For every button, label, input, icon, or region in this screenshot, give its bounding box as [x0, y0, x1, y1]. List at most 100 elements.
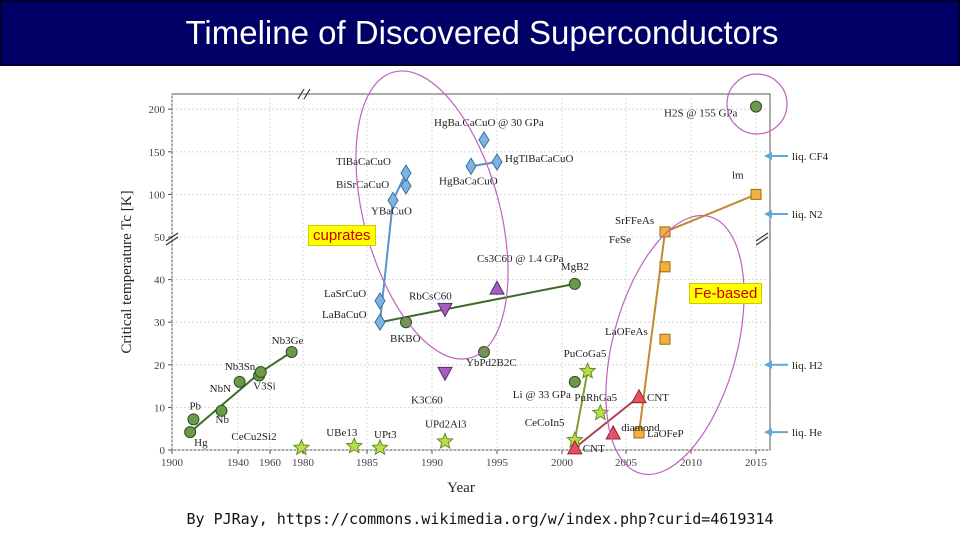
reference-arrowhead	[764, 428, 772, 437]
point-label: TlBaCaCuO	[336, 156, 391, 168]
reference-lines: liq. CF4 liq. N2 liq. H2 liq. He	[764, 151, 829, 439]
carbon-marker	[631, 388, 647, 404]
point-label: UPt3	[374, 429, 397, 441]
point-label: LaBaCuO	[322, 309, 367, 321]
trend-line	[260, 351, 293, 373]
point-label: Nb	[216, 414, 230, 426]
point-label: LaSrCuO	[324, 288, 366, 300]
point-label: BKBO	[390, 333, 421, 345]
slide-title: Timeline of Discovered Superconductors	[185, 14, 779, 51]
y-tick-label: 10	[154, 402, 166, 414]
point-label: Cs3C60 @ 1.4 GPa	[477, 253, 564, 265]
cuprate-marker	[400, 164, 412, 183]
y-tick-label: 20	[154, 360, 166, 372]
point-label: HgBaCaCuO	[439, 175, 498, 187]
conventional-marker	[568, 277, 581, 290]
conventional-marker	[215, 404, 228, 417]
heavy_fermion-marker	[345, 436, 364, 454]
conventional-marker	[478, 346, 490, 359]
y-axis-title: Critical temperature Tc [K]	[119, 190, 135, 353]
h2s-highlight-ellipse	[726, 73, 788, 135]
point-label: CeCu2Si2	[231, 431, 276, 443]
reference-label: liq. N2	[792, 209, 823, 221]
x-tick-label: 1900	[161, 457, 184, 469]
trend-line	[573, 371, 589, 441]
heavy_fermion-marker	[578, 361, 597, 379]
x-tick-label: 1940	[227, 457, 250, 469]
point-label: CNT	[647, 392, 669, 404]
image-credit: By PJRay, https://commons.wikimedia.org/…	[186, 510, 774, 528]
x-tick-label: 2000	[551, 457, 574, 469]
point-label: PuRhGa5	[574, 392, 617, 404]
point-labels: Hg Pb Nb NbN V3Si Nb3Sn Nb3Ge BKBO YbPd2B2C MgB2 L…	[189, 108, 744, 455]
y-tick-label: 0	[160, 445, 166, 457]
reference-arrowhead	[764, 360, 772, 369]
conventional-marker	[750, 100, 762, 113]
point-label: FeSe	[609, 234, 631, 246]
x-tick-label: 2010	[680, 457, 703, 469]
reference-label: liq. CF4	[792, 151, 829, 163]
reference-label: liq. He	[792, 427, 822, 439]
conventional-marker	[568, 375, 581, 388]
reference-arrowhead	[764, 152, 772, 161]
trend-line	[189, 371, 262, 433]
axes: 0 10 20 30 40 50 100 150 200 1900 1940 1960 1980 1985…	[119, 88, 769, 496]
point-label: BiSrCaCuO	[336, 179, 389, 191]
point-label: H2S @ 155 GPa	[664, 108, 738, 120]
point-label: Hg	[194, 437, 208, 449]
axis-break-mark	[297, 88, 305, 100]
carbon-marker	[566, 439, 583, 455]
iron-marker	[659, 333, 671, 345]
reference-arrowhead	[764, 209, 772, 218]
axis-break-mark	[165, 232, 179, 242]
point-label: Pb	[189, 400, 201, 412]
point-label: SrFFeAs	[615, 215, 654, 227]
axis-break-mark	[303, 88, 311, 100]
axis-break-mark	[755, 236, 769, 246]
data-markers	[184, 100, 762, 456]
point-label: UPd2Al3	[425, 418, 467, 430]
trend-line	[574, 395, 640, 449]
point-label: Nb3Sn	[225, 361, 256, 373]
iron-marker	[659, 261, 671, 273]
fullerene-marker	[489, 280, 505, 295]
axis-break-mark	[165, 236, 179, 246]
point-label: YBaCuO	[371, 205, 412, 217]
cuprate-marker	[400, 176, 412, 195]
point-label: MgB2	[561, 261, 589, 273]
x-tick-label: 1995	[486, 457, 509, 469]
reference-label: liq. H2	[792, 360, 823, 372]
fe-based-callout: Fe-based	[689, 283, 763, 304]
plot-background	[171, 93, 771, 451]
iron-marker	[750, 188, 762, 200]
iron-marker	[633, 427, 645, 439]
cuprate-marker	[478, 130, 490, 149]
point-label: YbPd2B2C	[466, 357, 517, 369]
x-tick-label: 2005	[615, 457, 638, 469]
conventional-marker	[400, 316, 412, 329]
x-tick-label: 2015	[745, 457, 768, 469]
point-label: PuCoGa5	[564, 348, 607, 360]
trend-line	[379, 282, 575, 324]
point-label: HgBa.CaCuO @ 30 GPa	[434, 117, 544, 129]
heavy_fermion-marker	[292, 438, 311, 456]
cuprates-callout: cuprates	[308, 225, 376, 246]
superconductor-timeline-chart: liq. CF4 liq. N2 liq. H2 liq. He Hg Pb Nb NbN V…	[119, 70, 829, 496]
conventional-marker	[285, 346, 298, 359]
point-label: lm	[732, 169, 744, 181]
y-tick-label: 200	[149, 104, 166, 116]
cuprate-marker	[374, 313, 386, 332]
trend-line	[664, 193, 757, 233]
point-label: K3C60	[411, 394, 443, 406]
point-label: RbCsC60	[409, 290, 452, 302]
y-tick-label: 100	[149, 189, 166, 201]
conventional-marker	[233, 375, 246, 388]
point-label: Nb3Ge	[272, 335, 304, 347]
point-label: UBe13	[326, 427, 358, 439]
y-tick-label: 50	[154, 232, 166, 244]
x-tick-label: 1985	[356, 457, 379, 469]
point-label: Li @ 33 GPa	[513, 389, 571, 401]
fe-based-highlight-ellipse	[605, 214, 745, 476]
point-label: HgTlBaCaCuO	[505, 153, 573, 165]
point-label: diamond	[621, 422, 660, 434]
